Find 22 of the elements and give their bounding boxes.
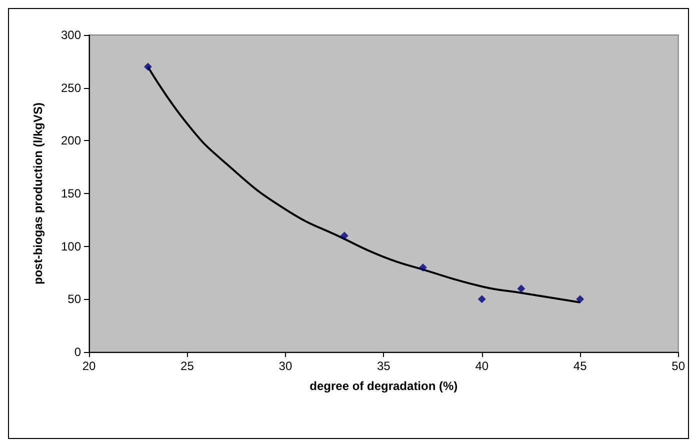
y-tick-label: 200 bbox=[60, 134, 82, 148]
point bbox=[340, 232, 348, 240]
point bbox=[418, 263, 427, 272]
point bbox=[144, 62, 152, 71]
y-axis-title: post-biogas production (l/kgVS) bbox=[31, 102, 45, 284]
x-tick-label: 50 bbox=[672, 359, 686, 373]
x-tick-label: 20 bbox=[82, 359, 96, 373]
y-tick-label: 150 bbox=[60, 186, 82, 200]
y-tick-label: 100 bbox=[60, 239, 82, 254]
x-tick-label: 40 bbox=[475, 359, 489, 373]
x-tick-label: 30 bbox=[278, 359, 292, 373]
x-tick-label: 35 bbox=[376, 359, 391, 373]
x-axis-title: degree of degradation (%) bbox=[310, 379, 458, 393]
y-tick-label: 0 bbox=[74, 345, 82, 359]
y-tick-label: 50 bbox=[68, 292, 82, 306]
point bbox=[517, 284, 526, 293]
y-tick-label: 250 bbox=[60, 80, 82, 95]
point bbox=[576, 295, 584, 304]
x-tick-label: 45 bbox=[573, 359, 588, 373]
x-tick-label: 25 bbox=[180, 359, 194, 373]
y-tick-label: 300 bbox=[60, 28, 82, 42]
point bbox=[478, 295, 486, 304]
